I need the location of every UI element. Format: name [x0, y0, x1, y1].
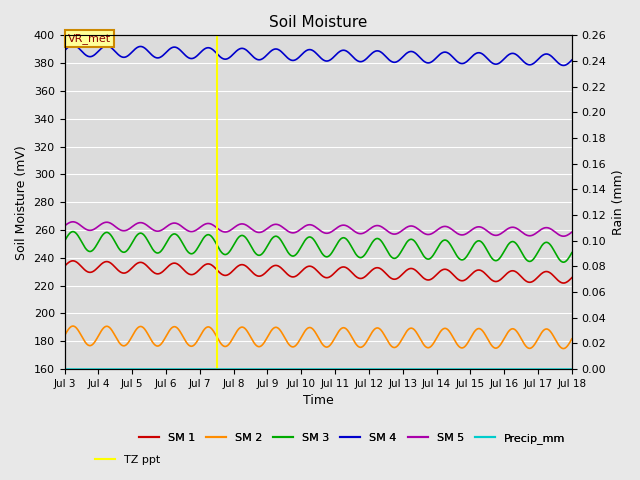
SM 3: [121, 249, 129, 255]
SM 4: [349, 55, 357, 60]
Precip_mm: [296, 366, 303, 372]
SM 1: [568, 275, 576, 280]
Legend: SM 1, SM 2, SM 3, SM 4, SM 5, Precip_mm: SM 1, SM 2, SM 3, SM 4, SM 5, Precip_mm: [134, 428, 570, 448]
SM 5: [100, 220, 108, 226]
SM 3: [287, 252, 294, 258]
SM 2: [276, 327, 284, 333]
SM 1: [61, 264, 68, 269]
SM 1: [69, 258, 77, 264]
SM 3: [296, 246, 303, 252]
Precip_mm: [287, 366, 294, 372]
SM 4: [121, 54, 129, 60]
Precip_mm: [276, 366, 284, 372]
Y-axis label: Soil Moisture (mV): Soil Moisture (mV): [15, 145, 28, 260]
Line: SM 1: SM 1: [65, 261, 572, 283]
SM 5: [69, 219, 77, 225]
SM 2: [69, 323, 77, 329]
SM 2: [559, 346, 567, 351]
SM 1: [100, 259, 108, 265]
Precip_mm: [61, 366, 68, 372]
SM 3: [349, 248, 357, 253]
SM 4: [287, 57, 294, 63]
SM 4: [100, 44, 108, 49]
SM 2: [349, 337, 357, 343]
SM 4: [296, 54, 303, 60]
SM 2: [100, 324, 108, 330]
Legend: TZ ppt: TZ ppt: [91, 451, 165, 469]
SM 2: [568, 336, 576, 342]
SM 3: [69, 229, 77, 235]
Precip_mm: [568, 366, 576, 372]
SM 2: [296, 337, 303, 343]
SM 2: [287, 343, 294, 349]
Text: VR_met: VR_met: [68, 33, 111, 44]
SM 3: [100, 230, 108, 236]
Y-axis label: Rain (mm): Rain (mm): [612, 169, 625, 235]
Line: SM 4: SM 4: [65, 45, 572, 65]
SM 4: [69, 42, 77, 48]
SM 3: [276, 236, 284, 242]
Title: Soil Moisture: Soil Moisture: [269, 15, 367, 30]
SM 5: [296, 227, 303, 233]
SM 1: [287, 274, 294, 279]
X-axis label: Time: Time: [303, 395, 333, 408]
SM 5: [276, 223, 284, 228]
Line: SM 3: SM 3: [65, 232, 572, 262]
SM 4: [568, 57, 576, 63]
SM 3: [61, 238, 68, 244]
SM 5: [349, 228, 357, 233]
SM 3: [568, 250, 576, 255]
SM 5: [61, 223, 68, 229]
SM 1: [276, 264, 284, 270]
Precip_mm: [120, 366, 128, 372]
SM 5: [568, 229, 576, 235]
SM 4: [559, 62, 567, 68]
SM 2: [121, 343, 129, 348]
Precip_mm: [349, 366, 357, 372]
SM 5: [287, 229, 294, 235]
Precip_mm: [100, 366, 108, 372]
SM 4: [61, 48, 68, 53]
SM 1: [121, 270, 129, 276]
SM 1: [296, 270, 303, 276]
SM 1: [559, 280, 567, 286]
SM 3: [559, 259, 567, 265]
Line: SM 5: SM 5: [65, 222, 572, 236]
SM 5: [121, 228, 129, 234]
SM 5: [559, 233, 567, 239]
SM 2: [61, 333, 68, 338]
Line: SM 2: SM 2: [65, 326, 572, 348]
SM 1: [349, 271, 357, 277]
SM 4: [276, 48, 284, 54]
